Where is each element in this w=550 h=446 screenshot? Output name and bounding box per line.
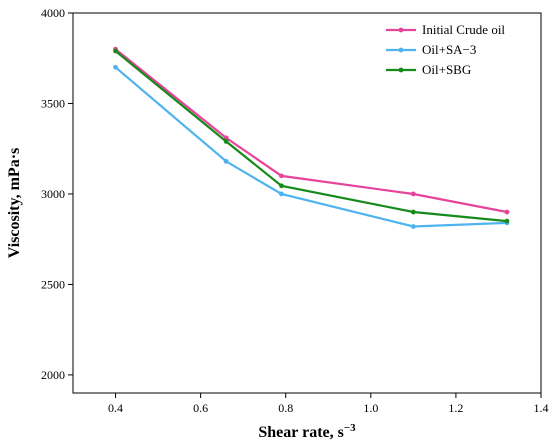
legend-label: Oil+SBG (422, 62, 471, 77)
x-tick-label: 0.8 (278, 401, 293, 415)
data-point (223, 135, 229, 141)
data-point (504, 209, 510, 215)
series-2 (113, 48, 510, 224)
plot-frame (72, 12, 542, 394)
series-0 (113, 46, 510, 215)
x-tick-label: 1.2 (448, 401, 463, 415)
axis-ticks: 0.4 0.6 0.8 1.0 1.2 1.4 2000 2500 3000 3500 4000 (41, 6, 549, 415)
data-point (113, 48, 118, 54)
y-tick-label: 2500 (41, 277, 65, 291)
legend-marker (398, 67, 404, 73)
data-point (279, 191, 284, 197)
plot-area: 0.4 0.6 0.8 1.0 1.2 1.4 2000 2500 3000 3500 4000 (41, 6, 549, 415)
x-tick-label: 1.0 (363, 401, 378, 415)
series-layer (113, 46, 510, 229)
data-point (410, 209, 416, 215)
x-axis-label: Shear rate, s (258, 424, 343, 441)
x-axis-label-sup: −3 (344, 422, 356, 434)
series-line (114, 66, 508, 228)
series-1 (113, 64, 510, 229)
data-point (223, 158, 229, 164)
data-point (113, 64, 118, 70)
data-point (504, 218, 510, 224)
data-point (410, 224, 416, 229)
legend-marker (398, 47, 404, 53)
legend-item: Oil+SA−3 (386, 42, 476, 57)
legend-marker (398, 27, 404, 33)
x-axis-title: Shear rate, s−3 (258, 422, 356, 441)
x-tick-label: 1.4 (534, 401, 549, 415)
legend: Initial Crude oil Oil+SA−3 Oil+SBG (386, 22, 505, 77)
legend-label: Oil+SA−3 (422, 42, 476, 57)
y-tick-label: 4000 (41, 6, 65, 20)
x-tick-label: 0.4 (108, 401, 123, 415)
data-point (279, 183, 284, 189)
y-axis-title: Viscosity, mPa·s (6, 148, 23, 259)
y-tick-label: 3500 (41, 96, 65, 110)
legend-item: Oil+SBG (386, 62, 471, 77)
legend-label: Initial Crude oil (422, 22, 505, 37)
legend-item: Initial Crude oil (386, 22, 505, 37)
data-point (410, 191, 416, 197)
data-point (279, 173, 284, 179)
x-tick-label: 0.6 (193, 401, 208, 415)
y-tick-label: 2000 (41, 368, 65, 382)
y-tick-label: 3000 (41, 187, 65, 201)
data-point (223, 139, 229, 144)
